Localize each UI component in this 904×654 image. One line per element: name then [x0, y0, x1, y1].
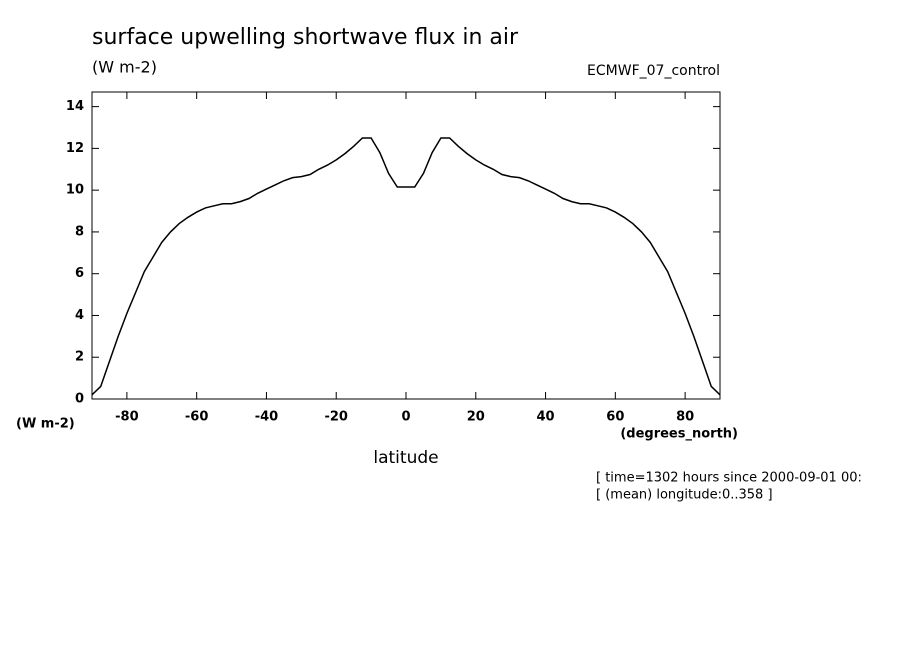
x-tick-label: -20 — [324, 410, 348, 425]
x-tick-label: 0 — [401, 410, 410, 425]
x-tick-label: 80 — [676, 410, 694, 425]
x-tick-label: -40 — [255, 410, 279, 425]
footnote: [ time=1302 hours since 2000-09-01 00: — [596, 471, 862, 486]
x-tick-label: 20 — [467, 410, 485, 425]
x-tick-label: 40 — [537, 410, 555, 425]
y-tick-label: 12 — [66, 141, 84, 156]
y-axis-units: (W m-2) — [16, 417, 75, 432]
y-tick-label: 8 — [75, 224, 84, 239]
x-tick-label: 60 — [606, 410, 624, 425]
y-tick-label: 10 — [66, 183, 84, 198]
y-tick-label: 14 — [66, 99, 84, 114]
x-tick-label: -80 — [115, 410, 139, 425]
units: (W m-2) — [92, 58, 157, 77]
dataset-label: ECMWF_07_control — [587, 63, 720, 79]
x-tick-label: -60 — [185, 410, 209, 425]
y-tick-label: 6 — [75, 266, 84, 281]
chart-title: surface upwelling shortwave flux in air — [92, 25, 519, 50]
plot-frame — [91, 91, 721, 400]
footnote: [ (mean) longitude:0..358 ] — [596, 488, 773, 503]
x-axis-label: latitude — [373, 448, 438, 468]
y-tick-label: 2 — [75, 350, 84, 365]
y-tick-label: 4 — [75, 308, 84, 323]
x-axis-units: (degrees_north) — [620, 427, 738, 442]
y-tick-label: 0 — [75, 392, 84, 407]
data-line — [91, 137, 721, 396]
